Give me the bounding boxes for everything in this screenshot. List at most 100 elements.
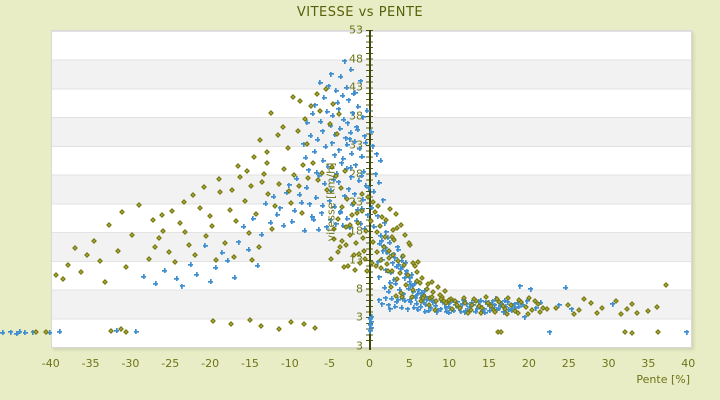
- series-blue-plus-point: [317, 80, 323, 86]
- series-blue-plus-point: [369, 205, 375, 211]
- series-blue-plus-point: [492, 302, 498, 308]
- series-olive-diamond-point: [387, 206, 394, 213]
- series-blue-plus-point: [162, 268, 168, 274]
- series-blue-plus-point: [375, 259, 381, 265]
- series-blue-plus-point: [406, 297, 412, 303]
- chart-title: VITESSE vs PENTE: [296, 5, 424, 20]
- series-blue-plus-point: [320, 157, 326, 163]
- series-olive-diamond-point: [259, 178, 265, 185]
- series-olive-diamond-point: [335, 248, 342, 255]
- series-olive-diamond-point: [344, 196, 351, 202]
- series-blue-plus-point: [333, 221, 339, 227]
- series-blue-plus-point: [274, 211, 280, 217]
- series-blue-plus-point: [316, 172, 322, 178]
- series-blue-plus-point: [318, 118, 324, 124]
- series-blue-plus-point: [339, 160, 345, 166]
- series-blue-plus-point: [684, 329, 690, 335]
- series-olive-diamond-point: [288, 319, 295, 326]
- series-olive-diamond-point: [362, 228, 369, 234]
- series-olive-diamond-point: [544, 306, 551, 313]
- series-blue-plus-point: [422, 309, 428, 315]
- series-olive-diamond-point: [655, 329, 661, 336]
- series-blue-plus-point: [407, 275, 413, 281]
- series-olive-diamond-point: [599, 304, 606, 311]
- series-blue-plus-point: [335, 106, 341, 112]
- series-olive-diamond-point: [290, 94, 296, 101]
- series-blue-plus-point: [414, 300, 420, 306]
- series-blue-plus-point: [516, 303, 522, 309]
- series-olive-diamond-point: [576, 306, 582, 313]
- series-blue-plus-point: [344, 142, 350, 148]
- series-olive-diamond-point: [237, 174, 244, 180]
- series-blue-plus-point: [421, 300, 427, 306]
- series-olive-diamond-point: [207, 213, 213, 219]
- series-blue-plus-point: [371, 223, 377, 229]
- series-blue-plus-point: [312, 102, 318, 108]
- series-blue-plus-point: [392, 255, 398, 261]
- series-blue-plus-point: [351, 191, 357, 197]
- series-blue-plus-point: [271, 194, 277, 200]
- series-olive-diamond-point: [301, 320, 307, 327]
- series-blue-plus-point: [330, 113, 336, 119]
- series-olive-diamond-point: [242, 197, 249, 204]
- x-tick-label: -40: [41, 357, 60, 370]
- series-blue-plus-point: [472, 309, 478, 315]
- series-blue-plus-point: [13, 330, 19, 336]
- series-olive-diamond-point: [180, 199, 187, 206]
- series-blue-plus-point: [370, 188, 376, 194]
- series-blue-plus-point: [351, 91, 357, 97]
- series-blue-plus-point: [323, 144, 329, 150]
- series-blue-plus-point: [343, 165, 349, 171]
- series-blue-plus-point: [376, 274, 382, 280]
- series-blue-plus-point: [366, 185, 372, 191]
- series-olive-diamond-point: [314, 90, 320, 97]
- series-blue-plus-point: [335, 179, 341, 185]
- series-olive-diamond-point: [269, 225, 276, 232]
- series-olive-diamond-point: [498, 329, 504, 336]
- series-blue-plus-point: [299, 200, 305, 206]
- series-olive-diamond-point: [108, 328, 115, 334]
- series-blue-plus-point: [355, 104, 361, 110]
- series-olive-diamond-point: [78, 269, 84, 275]
- series-blue-plus-point: [367, 328, 373, 334]
- series-blue-plus-point: [331, 152, 337, 158]
- series-blue-plus-point: [569, 306, 575, 312]
- series-blue-plus-point: [327, 217, 333, 223]
- series-blue-plus-point: [277, 205, 283, 211]
- series-blue-plus-point: [179, 283, 185, 289]
- series-blue-plus-point: [333, 88, 339, 94]
- series-blue-plus-point: [382, 220, 388, 226]
- series-blue-plus-point: [337, 126, 343, 132]
- series-blue-plus-point: [451, 308, 457, 314]
- series-blue-plus-point: [307, 201, 313, 207]
- series-blue-plus-point: [433, 303, 439, 309]
- series-olive-diamond-point: [251, 154, 257, 160]
- x-axis-title: Pente [%]: [636, 373, 690, 386]
- series-olive-diamond-point: [369, 198, 376, 205]
- series-blue-plus-point: [306, 167, 312, 173]
- series-blue-plus-point: [494, 307, 500, 313]
- series-blue-plus-point: [512, 301, 518, 307]
- series-olive-diamond-point: [361, 255, 368, 262]
- series-olive-diamond-point: [190, 192, 197, 198]
- series-blue-plus-point: [22, 330, 28, 336]
- series-blue-plus-point: [416, 287, 422, 293]
- series-olive-diamond-point: [311, 324, 318, 331]
- series-olive-diamond-point: [364, 268, 370, 275]
- series-blue-plus-point: [520, 302, 525, 308]
- series-olive-diamond-point: [442, 288, 449, 294]
- series-blue-plus-point: [319, 203, 325, 209]
- series-blue-plus-point: [344, 215, 350, 221]
- series-blue-plus-point: [338, 74, 344, 80]
- series-olive-diamond-point: [160, 227, 166, 234]
- series-blue-plus-point: [389, 296, 395, 302]
- series-olive-diamond-point: [267, 109, 274, 116]
- series-blue-plus-point: [404, 268, 410, 274]
- series-olive-diamond-point: [297, 98, 303, 105]
- series-blue-plus-point: [339, 92, 345, 98]
- series-blue-plus-point: [30, 329, 36, 335]
- series-blue-plus-point: [328, 71, 334, 77]
- series-blue-plus-point: [433, 309, 439, 315]
- series-olive-diamond-point: [123, 329, 130, 336]
